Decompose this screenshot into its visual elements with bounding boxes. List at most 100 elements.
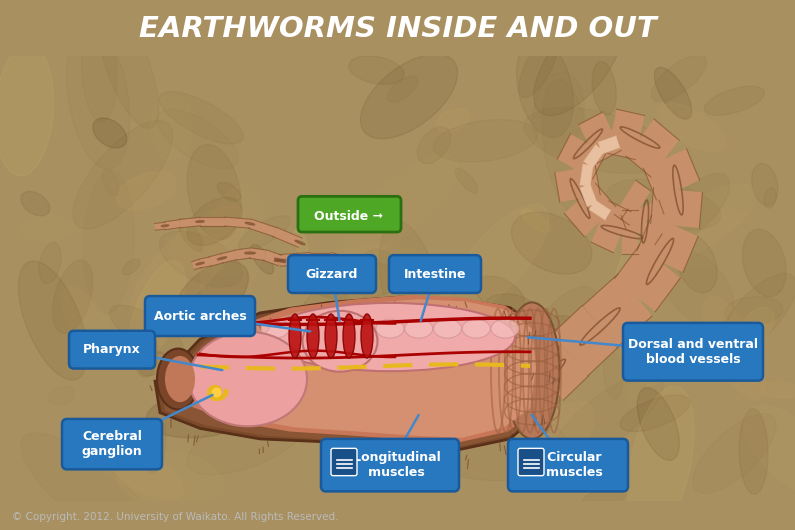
Ellipse shape	[134, 330, 157, 377]
Ellipse shape	[627, 386, 694, 530]
Ellipse shape	[565, 139, 589, 173]
Polygon shape	[643, 149, 700, 200]
Ellipse shape	[448, 287, 491, 363]
Text: © Copyright. 2012. University of Waikato. All Rights Reserved.: © Copyright. 2012. University of Waikato…	[12, 512, 339, 522]
Ellipse shape	[379, 221, 440, 355]
Ellipse shape	[297, 278, 349, 331]
Ellipse shape	[751, 163, 778, 205]
Ellipse shape	[304, 315, 324, 367]
Ellipse shape	[446, 316, 579, 438]
Ellipse shape	[146, 391, 253, 438]
Ellipse shape	[20, 215, 74, 242]
Polygon shape	[328, 252, 342, 267]
Ellipse shape	[502, 326, 555, 389]
Ellipse shape	[462, 319, 491, 338]
Ellipse shape	[165, 356, 195, 402]
Ellipse shape	[131, 206, 246, 320]
Ellipse shape	[613, 213, 670, 313]
Text: Intestine: Intestine	[404, 268, 466, 280]
Ellipse shape	[343, 155, 458, 257]
Ellipse shape	[265, 303, 515, 371]
Ellipse shape	[658, 174, 730, 244]
Ellipse shape	[347, 319, 375, 338]
Polygon shape	[273, 227, 302, 247]
Ellipse shape	[408, 358, 463, 396]
Ellipse shape	[187, 405, 312, 475]
Ellipse shape	[80, 431, 184, 499]
Text: Outside ➞: Outside ➞	[315, 210, 383, 223]
Ellipse shape	[417, 127, 451, 164]
Ellipse shape	[93, 118, 126, 148]
FancyBboxPatch shape	[389, 255, 481, 293]
Ellipse shape	[349, 359, 362, 387]
Ellipse shape	[764, 188, 776, 208]
Ellipse shape	[189, 332, 307, 426]
Ellipse shape	[483, 294, 537, 325]
Polygon shape	[552, 306, 618, 376]
Polygon shape	[637, 215, 698, 272]
Polygon shape	[235, 248, 250, 260]
Ellipse shape	[160, 231, 242, 287]
Polygon shape	[280, 252, 310, 266]
Ellipse shape	[0, 45, 53, 176]
Ellipse shape	[18, 261, 87, 380]
Polygon shape	[200, 217, 225, 226]
Ellipse shape	[506, 403, 548, 447]
Ellipse shape	[620, 395, 690, 431]
Ellipse shape	[517, 39, 573, 137]
Ellipse shape	[48, 386, 75, 405]
Ellipse shape	[187, 145, 241, 240]
Ellipse shape	[349, 56, 404, 84]
Ellipse shape	[627, 384, 678, 438]
Polygon shape	[310, 252, 330, 264]
FancyBboxPatch shape	[62, 419, 162, 470]
FancyBboxPatch shape	[321, 439, 459, 491]
Ellipse shape	[542, 80, 592, 214]
Ellipse shape	[145, 420, 166, 473]
Text: Gizzard: Gizzard	[306, 268, 359, 280]
Polygon shape	[221, 251, 236, 263]
Ellipse shape	[642, 242, 657, 266]
Ellipse shape	[308, 260, 400, 300]
Ellipse shape	[67, 24, 130, 169]
Polygon shape	[622, 210, 638, 254]
FancyBboxPatch shape	[69, 331, 155, 368]
Ellipse shape	[676, 235, 717, 293]
Ellipse shape	[552, 373, 663, 464]
Ellipse shape	[651, 55, 707, 102]
Text: Aortic arches: Aortic arches	[153, 310, 246, 323]
Ellipse shape	[581, 487, 628, 508]
FancyBboxPatch shape	[508, 439, 628, 491]
Ellipse shape	[73, 120, 173, 229]
Ellipse shape	[433, 319, 462, 338]
Ellipse shape	[165, 226, 243, 275]
Ellipse shape	[157, 349, 199, 410]
Polygon shape	[325, 265, 341, 282]
Polygon shape	[225, 217, 250, 228]
Ellipse shape	[200, 184, 266, 311]
Polygon shape	[178, 295, 540, 442]
Ellipse shape	[638, 388, 680, 461]
Polygon shape	[155, 223, 165, 230]
Polygon shape	[192, 260, 201, 270]
Ellipse shape	[396, 373, 436, 389]
Polygon shape	[186, 299, 536, 438]
Polygon shape	[333, 262, 347, 275]
Ellipse shape	[110, 305, 183, 356]
Ellipse shape	[52, 260, 93, 333]
Ellipse shape	[519, 32, 559, 98]
Ellipse shape	[650, 184, 756, 262]
Ellipse shape	[429, 429, 565, 481]
Ellipse shape	[325, 314, 337, 358]
Polygon shape	[335, 259, 347, 269]
Ellipse shape	[303, 311, 378, 372]
Polygon shape	[160, 301, 542, 446]
Polygon shape	[155, 297, 545, 449]
Ellipse shape	[98, 6, 159, 129]
Polygon shape	[650, 188, 703, 228]
Ellipse shape	[324, 303, 397, 370]
Ellipse shape	[307, 314, 319, 358]
Ellipse shape	[533, 72, 584, 154]
Polygon shape	[200, 257, 211, 268]
Ellipse shape	[261, 319, 289, 338]
